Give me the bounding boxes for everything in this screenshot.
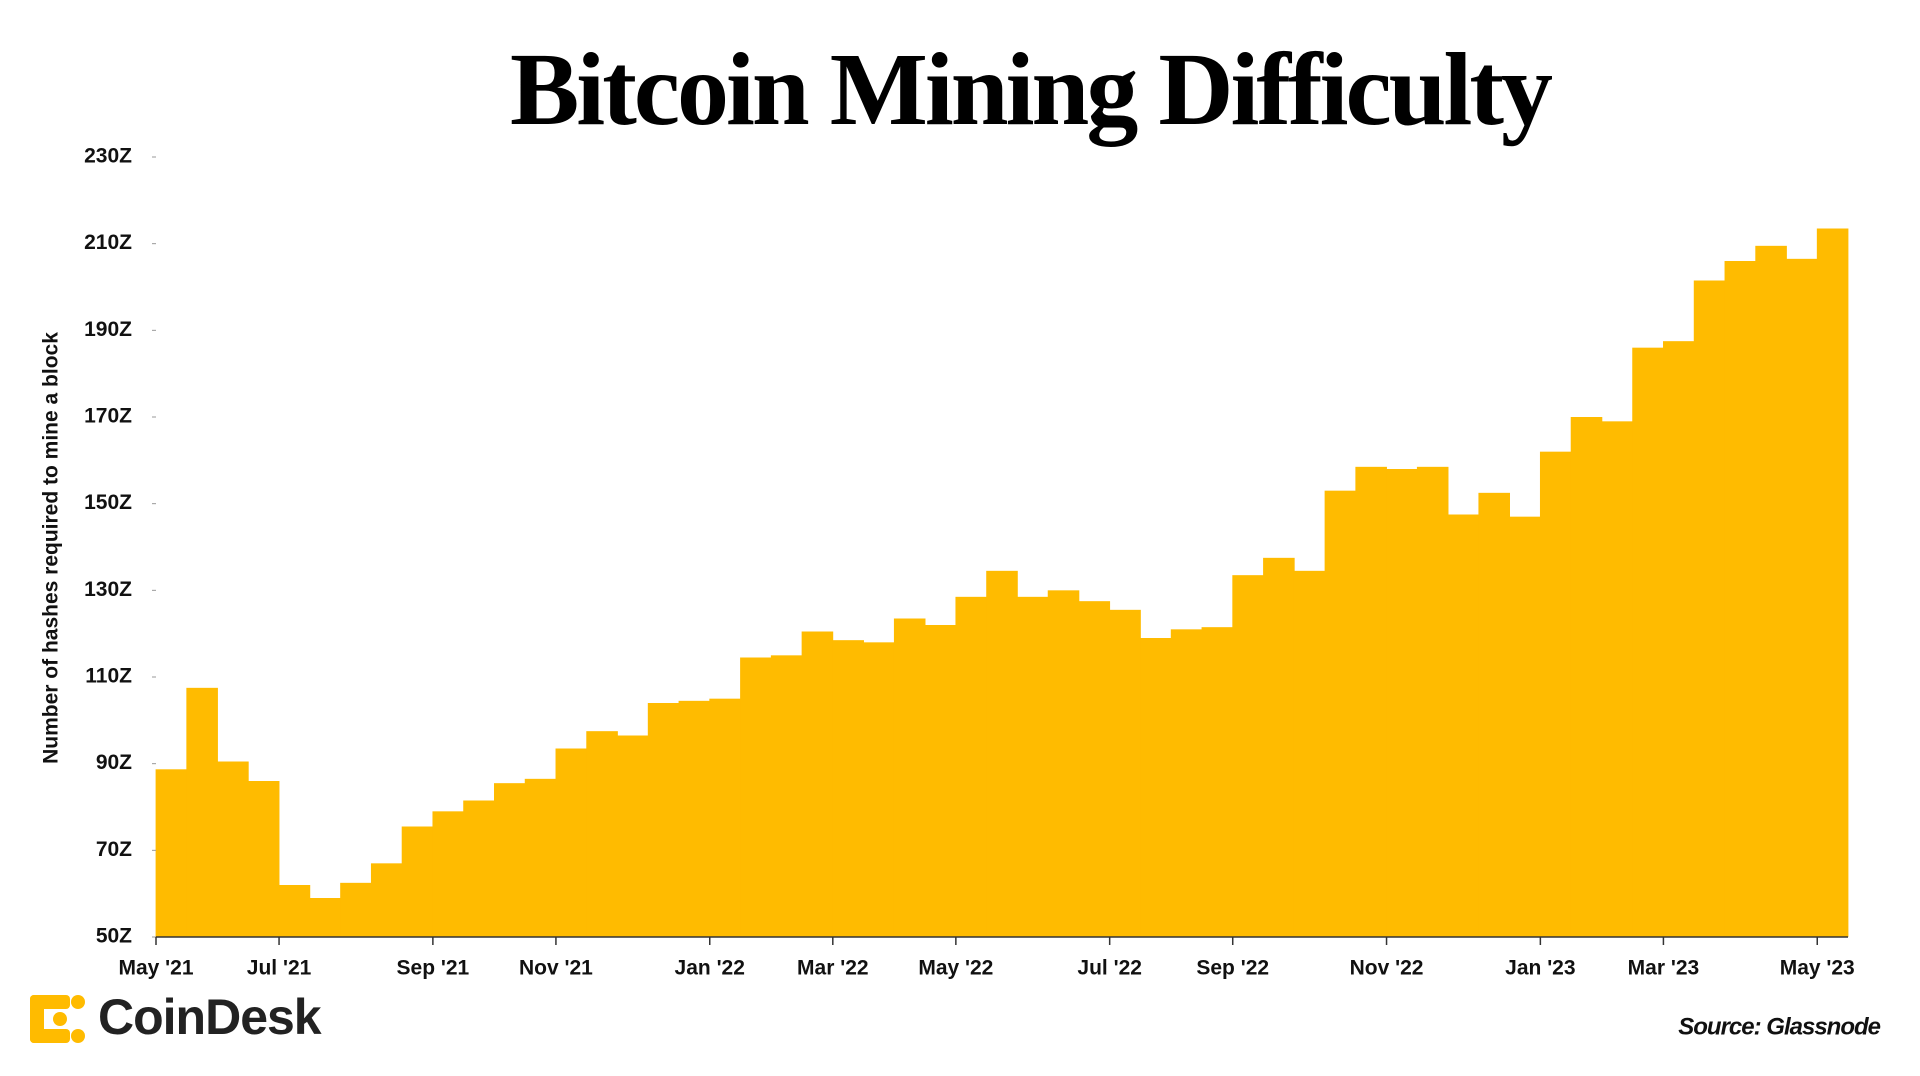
y-tick-label: 90Z [96,751,132,774]
area-step [801,631,834,937]
area-step [186,687,218,937]
area-step [1509,516,1541,937]
area-step [1386,469,1418,937]
y-tick-label: 210Z [84,231,132,254]
logo: CoinDesk [30,989,323,1045]
area-step [1232,575,1264,937]
x-tick-label: Sep '22 [1196,957,1269,980]
y-axis-label: Number of hashes required to mine a bloc… [40,332,63,764]
area-step [1355,466,1387,937]
area-step [1109,609,1141,937]
area-step [617,735,649,937]
area-step [401,826,434,937]
y-tick-label: 230Z [84,145,132,168]
area-step [247,781,280,937]
area-step [1816,228,1849,937]
area-step [1078,601,1111,937]
area-step [770,655,803,937]
area-step [555,748,588,937]
x-tick-label: Jul '22 [1077,957,1142,980]
area-step [586,731,618,937]
area-step [647,703,680,937]
area-step [1570,417,1603,937]
x-tick-label: May '22 [918,957,993,980]
area-step [1324,490,1357,937]
chart-title: Bitcoin Mining Difficulty [510,32,1552,147]
y-tick-label: 70Z [96,838,132,861]
x-tick-label: Sep '21 [397,957,470,980]
area-step [832,640,864,937]
y-tick-label: 130Z [84,578,132,601]
x-tick-label: Jan '23 [1505,957,1575,980]
x-tick-label: Jul '21 [247,957,312,980]
area-step [678,700,711,937]
area-step [1447,514,1480,937]
x-tick-label: Nov '22 [1350,957,1424,980]
area-step [709,698,741,937]
area-step [1601,421,1634,937]
x-tick-label: Nov '21 [519,957,593,980]
area-step [1016,596,1049,937]
area-step [1170,629,1203,937]
area-step [740,657,772,937]
logo-icon [30,995,85,1043]
area-step [463,800,495,937]
x-tick-label: May '21 [118,957,193,980]
area-step [1663,341,1695,938]
area-step [1293,570,1326,937]
brand-name: CoinDesk [98,989,322,1045]
area-step [893,618,926,937]
area-step [1047,590,1080,937]
x-tick-label: Mar '23 [1628,957,1700,980]
y-tick-label: 170Z [84,405,132,428]
area-step [1724,261,1757,937]
area-step [1693,280,1726,937]
area-step [1140,638,1172,937]
area-step [1201,627,1234,937]
area-step [1263,557,1295,937]
area-step [494,783,526,937]
y-tick-label: 150Z [84,491,132,514]
y-tick-label: 190Z [84,318,132,341]
area-step [1786,258,1818,937]
x-tick-label: May '23 [1780,957,1855,980]
area-step [278,885,311,937]
area-step [863,642,895,937]
y-tick-label: 50Z [96,925,132,948]
area-step [524,778,557,937]
area-step [1632,347,1664,938]
area-step [1478,492,1510,937]
area-step [1539,451,1572,937]
area-step [924,625,957,937]
area-step [432,811,465,937]
area-step [986,570,1018,937]
area-step [155,769,188,937]
area-step [1416,466,1449,937]
area-step [217,761,249,937]
x-tick-label: Jan '22 [675,957,745,980]
area-step [340,882,372,937]
area-step [1755,245,1787,938]
x-tick-label: Mar '22 [797,957,869,980]
source-note: Source: Glassnode [1678,1013,1880,1040]
area-step [309,898,341,937]
y-tick-label: 110Z [85,665,132,688]
area-step [370,863,403,937]
area-step [955,596,988,937]
